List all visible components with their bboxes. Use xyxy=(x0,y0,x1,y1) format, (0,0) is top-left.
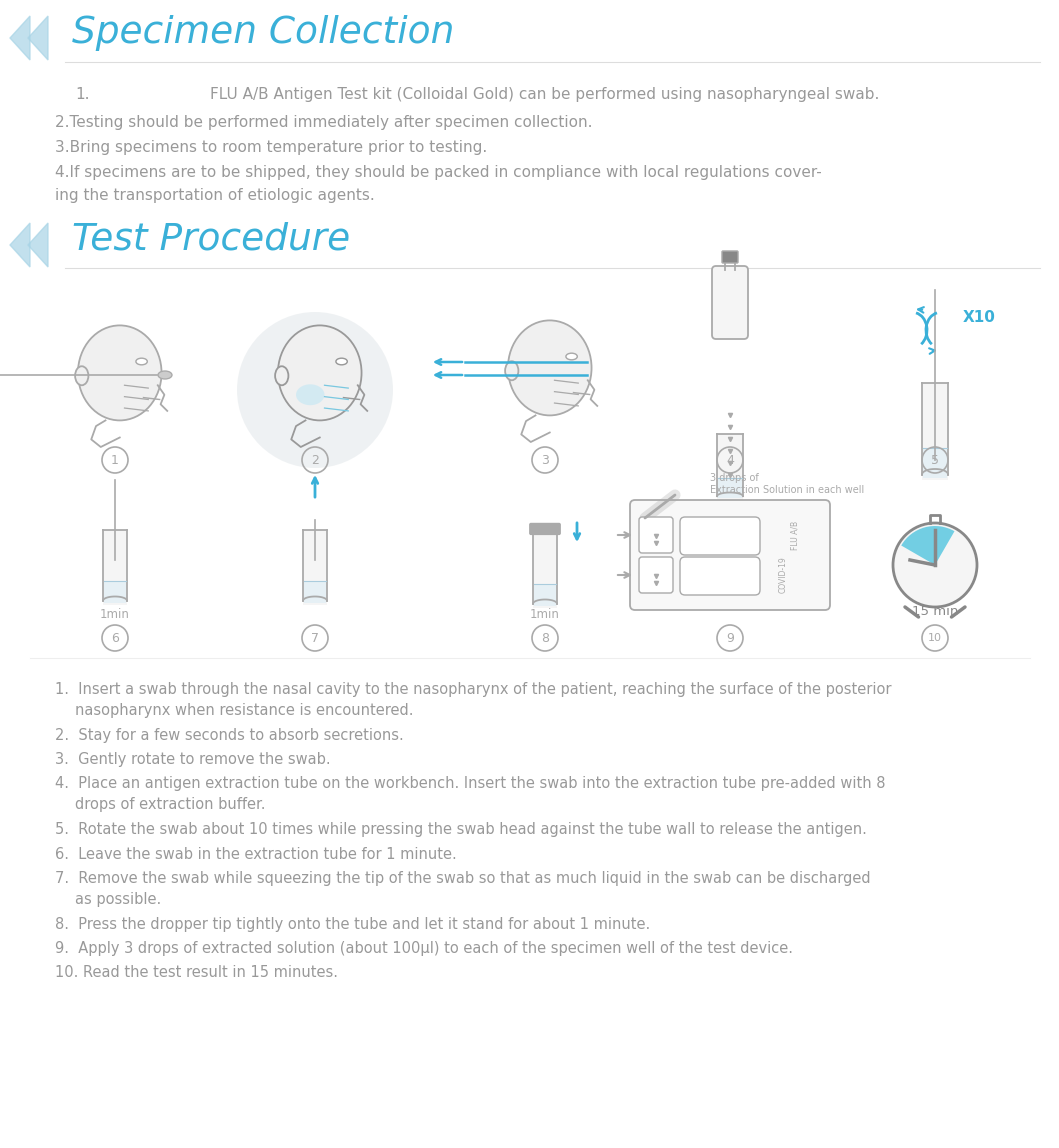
FancyBboxPatch shape xyxy=(722,251,738,263)
Polygon shape xyxy=(10,223,30,267)
Ellipse shape xyxy=(336,358,347,365)
Text: X10: X10 xyxy=(963,310,995,326)
Text: C: C xyxy=(717,571,723,581)
FancyBboxPatch shape xyxy=(717,434,743,501)
Text: 3.Bring specimens to room temperature prior to testing.: 3.Bring specimens to room temperature pr… xyxy=(55,140,487,155)
Text: 7: 7 xyxy=(311,631,319,644)
FancyBboxPatch shape xyxy=(639,517,674,553)
FancyBboxPatch shape xyxy=(922,383,948,480)
Text: 5: 5 xyxy=(931,453,939,466)
Bar xyxy=(304,581,326,603)
Text: 2.Testing should be performed immediately after specimen collection.: 2.Testing should be performed immediatel… xyxy=(55,115,592,130)
Ellipse shape xyxy=(566,354,577,359)
Ellipse shape xyxy=(505,362,519,380)
Text: 10. Read the test result in 15 minutes.: 10. Read the test result in 15 minutes. xyxy=(55,965,338,980)
Ellipse shape xyxy=(275,366,288,386)
Text: 3.  Gently rotate to remove the swab.: 3. Gently rotate to remove the swab. xyxy=(55,752,330,767)
Text: 1min: 1min xyxy=(100,608,130,621)
FancyBboxPatch shape xyxy=(103,530,127,605)
Ellipse shape xyxy=(158,371,172,379)
Text: 3 drops of
Extraction Solution in each well: 3 drops of Extraction Solution in each w… xyxy=(710,473,864,495)
Text: 5.  Rotate the swab about 10 times while pressing the swab head against the tube: 5. Rotate the swab about 10 times while … xyxy=(55,822,867,837)
Ellipse shape xyxy=(508,320,592,416)
Polygon shape xyxy=(28,16,48,60)
Polygon shape xyxy=(10,16,30,60)
Text: 1min: 1min xyxy=(531,608,560,621)
Text: as possible.: as possible. xyxy=(75,892,161,907)
Ellipse shape xyxy=(78,325,162,420)
Text: 1.  Insert a swab through the nasal cavity to the nasopharynx of the patient, re: 1. Insert a swab through the nasal cavit… xyxy=(55,682,892,697)
Text: 9.  Apply 3 drops of extracted solution (about 100μl) to each of the specimen we: 9. Apply 3 drops of extracted solution (… xyxy=(55,941,793,956)
Ellipse shape xyxy=(297,385,324,405)
Text: C: C xyxy=(721,532,729,541)
Wedge shape xyxy=(901,526,954,565)
Text: nasopharynx when resistance is encountered.: nasopharynx when resistance is encounter… xyxy=(75,703,413,718)
Circle shape xyxy=(237,312,393,468)
Text: 15 min: 15 min xyxy=(912,605,958,618)
Ellipse shape xyxy=(136,358,147,365)
FancyBboxPatch shape xyxy=(630,501,830,610)
Bar xyxy=(534,584,556,606)
Ellipse shape xyxy=(277,325,361,420)
Circle shape xyxy=(893,523,977,607)
Text: 8.  Press the dropper tip tightly onto the tube and let it stand for about 1 min: 8. Press the dropper tip tightly onto th… xyxy=(55,917,650,932)
Text: B: B xyxy=(695,532,701,541)
FancyBboxPatch shape xyxy=(680,517,760,554)
Text: 3: 3 xyxy=(541,453,549,466)
FancyBboxPatch shape xyxy=(680,557,760,595)
FancyBboxPatch shape xyxy=(712,266,748,339)
Bar xyxy=(923,448,947,478)
Text: 4.  Place an antigen extraction tube on the workbench. Insert the swab into the : 4. Place an antigen extraction tube on t… xyxy=(55,776,885,791)
Text: Test Procedure: Test Procedure xyxy=(72,222,351,258)
FancyBboxPatch shape xyxy=(303,530,327,605)
FancyBboxPatch shape xyxy=(639,557,674,594)
Text: drops of extraction buffer.: drops of extraction buffer. xyxy=(75,797,266,812)
Text: FLU A/B Antigen Test kit (Colloidal Gold) can be performed using nasopharyngeal : FLU A/B Antigen Test kit (Colloidal Gold… xyxy=(210,87,879,102)
Text: T: T xyxy=(695,571,701,581)
Text: 6.  Leave the swab in the extraction tube for 1 minute.: 6. Leave the swab in the extraction tube… xyxy=(55,847,456,862)
Text: 2: 2 xyxy=(311,453,319,466)
Text: 9: 9 xyxy=(726,631,734,644)
FancyBboxPatch shape xyxy=(530,523,560,534)
Text: 6: 6 xyxy=(111,631,119,644)
Text: 1: 1 xyxy=(111,453,119,466)
Text: 4.If specimens are to be shipped, they should be packed in compliance with local: 4.If specimens are to be shipped, they s… xyxy=(55,165,822,180)
Text: 10: 10 xyxy=(928,633,943,643)
Text: 4: 4 xyxy=(726,453,734,466)
Text: COVID-19: COVID-19 xyxy=(778,557,788,594)
Text: ing the transportation of etiologic agents.: ing the transportation of etiologic agen… xyxy=(55,188,375,203)
Text: 2.  Stay for a few seconds to absorb secretions.: 2. Stay for a few seconds to absorb secr… xyxy=(55,728,403,743)
Text: 7.  Remove the swab while squeezing the tip of the swab so that as much liquid i: 7. Remove the swab while squeezing the t… xyxy=(55,871,870,886)
Text: 8: 8 xyxy=(541,631,549,644)
Polygon shape xyxy=(28,223,48,267)
Text: Specimen Collection: Specimen Collection xyxy=(72,15,454,51)
Bar xyxy=(718,478,742,498)
Ellipse shape xyxy=(75,366,88,386)
Text: FLU A/B: FLU A/B xyxy=(790,520,800,550)
Text: 1.: 1. xyxy=(75,87,90,102)
Bar xyxy=(104,581,126,603)
FancyBboxPatch shape xyxy=(533,533,557,608)
Text: ►: ► xyxy=(710,533,715,540)
